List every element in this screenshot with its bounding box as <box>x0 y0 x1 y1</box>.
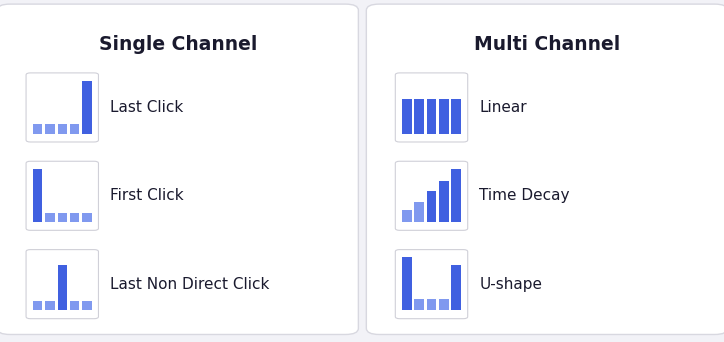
FancyBboxPatch shape <box>26 73 98 142</box>
FancyBboxPatch shape <box>26 250 98 319</box>
FancyBboxPatch shape <box>33 169 42 222</box>
Text: Linear: Linear <box>479 100 527 115</box>
FancyBboxPatch shape <box>452 169 460 222</box>
FancyBboxPatch shape <box>414 299 424 311</box>
Text: Single Channel: Single Channel <box>98 35 257 54</box>
FancyBboxPatch shape <box>395 73 468 142</box>
FancyBboxPatch shape <box>70 124 80 134</box>
FancyBboxPatch shape <box>33 301 42 311</box>
Text: First Click: First Click <box>110 188 184 203</box>
FancyBboxPatch shape <box>414 99 424 134</box>
FancyBboxPatch shape <box>83 81 91 134</box>
FancyBboxPatch shape <box>33 124 42 134</box>
FancyBboxPatch shape <box>366 4 724 334</box>
Text: U-shape: U-shape <box>479 277 542 292</box>
FancyBboxPatch shape <box>439 181 449 222</box>
FancyBboxPatch shape <box>403 99 411 134</box>
Text: Time Decay: Time Decay <box>479 188 570 203</box>
FancyBboxPatch shape <box>45 213 55 222</box>
FancyBboxPatch shape <box>439 99 449 134</box>
FancyBboxPatch shape <box>403 258 411 311</box>
FancyBboxPatch shape <box>439 299 449 311</box>
FancyBboxPatch shape <box>83 213 91 222</box>
FancyBboxPatch shape <box>70 301 80 311</box>
FancyBboxPatch shape <box>83 301 91 311</box>
FancyBboxPatch shape <box>45 124 55 134</box>
FancyBboxPatch shape <box>58 124 67 134</box>
FancyBboxPatch shape <box>452 99 460 134</box>
FancyBboxPatch shape <box>395 161 468 231</box>
FancyBboxPatch shape <box>45 301 55 311</box>
Text: Last Click: Last Click <box>110 100 183 115</box>
Text: Multi Channel: Multi Channel <box>473 35 620 54</box>
FancyBboxPatch shape <box>395 250 468 319</box>
FancyBboxPatch shape <box>452 265 460 311</box>
FancyBboxPatch shape <box>58 265 67 311</box>
FancyBboxPatch shape <box>427 299 436 311</box>
FancyBboxPatch shape <box>427 99 436 134</box>
FancyBboxPatch shape <box>403 210 411 222</box>
FancyBboxPatch shape <box>70 213 80 222</box>
Text: Last Non Direct Click: Last Non Direct Click <box>110 277 269 292</box>
FancyBboxPatch shape <box>414 202 424 222</box>
FancyBboxPatch shape <box>58 213 67 222</box>
FancyBboxPatch shape <box>26 161 98 231</box>
FancyBboxPatch shape <box>0 4 358 334</box>
FancyBboxPatch shape <box>427 192 436 222</box>
